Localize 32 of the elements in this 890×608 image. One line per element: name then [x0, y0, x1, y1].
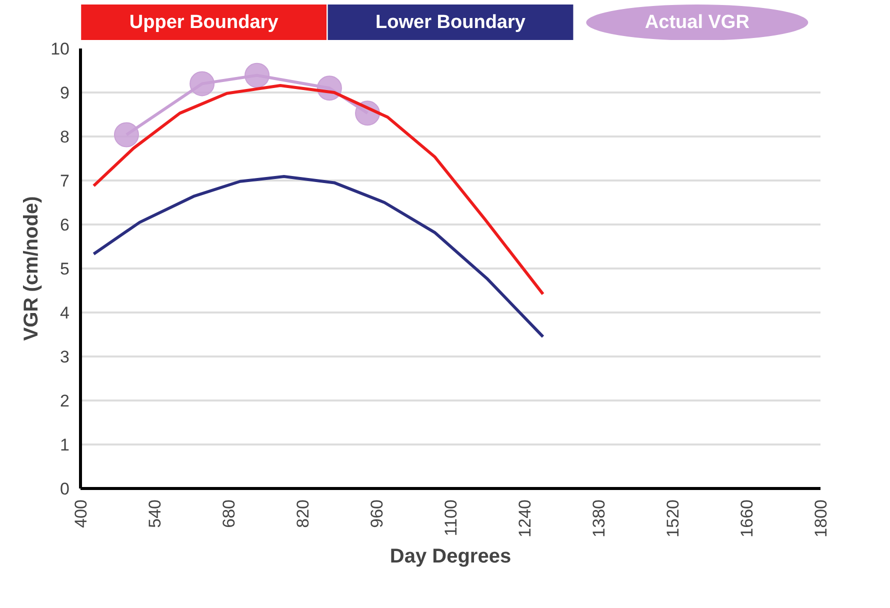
- line-series: [92, 175, 544, 338]
- point: [114, 122, 139, 148]
- x-tick-label: 1380: [590, 499, 608, 538]
- x-tick-label: 1100: [442, 499, 460, 536]
- text: Actual VGR: [644, 12, 750, 33]
- line-series: [92, 84, 544, 296]
- x-tick-label: 960: [368, 499, 386, 528]
- x-tick-label: 400: [72, 499, 90, 528]
- x-axis-title: Day Degrees: [390, 545, 512, 568]
- point: [244, 62, 270, 88]
- y-tick-label: 1: [60, 436, 70, 454]
- y-tick-label: 2: [60, 392, 70, 410]
- y-tick-label: 7: [60, 172, 70, 190]
- x-tick-label: 1520: [664, 499, 682, 538]
- y-tick-label: 6: [60, 216, 70, 234]
- y-tick-label: 5: [60, 260, 70, 278]
- x-tick-label: 1800: [812, 499, 830, 538]
- y-axis-title: VGR (cm/node): [20, 196, 43, 341]
- y-tick-label: 0: [60, 480, 70, 498]
- text: Lower Boundary: [376, 12, 526, 33]
- text: Upper Boundary: [129, 12, 279, 33]
- y-tick-label: 10: [50, 40, 70, 58]
- y-tick-label: 8: [60, 128, 70, 146]
- x-tick-label: 680: [220, 499, 238, 528]
- point: [190, 71, 215, 96]
- x-tick-label: 820: [294, 499, 312, 528]
- y-tick-label: 4: [60, 304, 70, 322]
- y-tick-label: 9: [60, 84, 70, 102]
- x-tick-label: 1240: [516, 499, 534, 538]
- y-tick-label: 3: [60, 348, 70, 366]
- x-tick-label: 540: [146, 499, 164, 528]
- x-tick-label: 1660: [738, 499, 756, 538]
